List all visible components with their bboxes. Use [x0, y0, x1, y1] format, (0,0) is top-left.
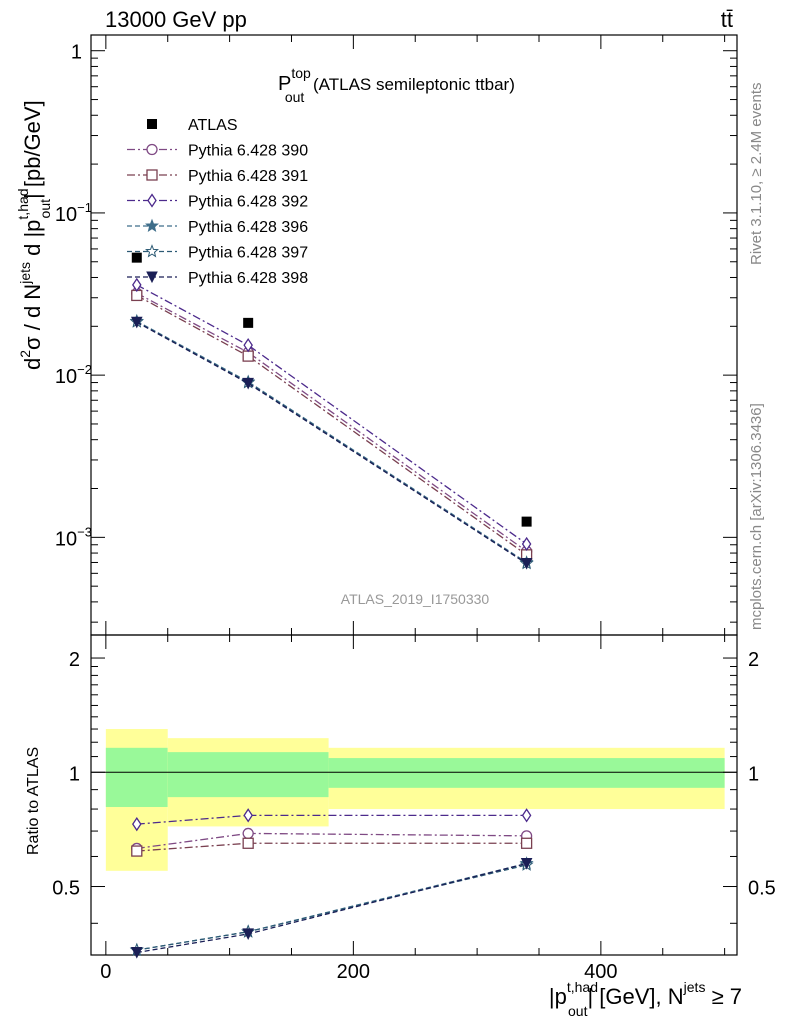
- main-series-lines: [129, 252, 534, 570]
- header-process-label: tt̄: [721, 7, 733, 32]
- band-inner-0: [105, 747, 168, 808]
- legend-label-3: Pythia 6.428 396: [188, 219, 308, 236]
- xtick-label-0: 0: [100, 961, 111, 983]
- ratio-point-5-1: [242, 928, 254, 941]
- main-point-5-2: [520, 557, 533, 570]
- ratio-line-5: [136, 862, 527, 954]
- ratio-line-3: [136, 862, 527, 951]
- ratio-uncertainty-bands: [105, 729, 725, 871]
- atlas-point-0: [131, 252, 142, 263]
- ratio-point-0-1: [242, 827, 254, 840]
- legend-label-atlas: ATLAS: [188, 117, 238, 134]
- main-point-5-1: [242, 377, 254, 390]
- chart-title: Ptop out (ATLAS semileptonic ttbar): [278, 65, 515, 105]
- axes-ticks: 1 10−1 10−2 10−3 0.5 0.5 1 1 2 2 0 200 400: [52, 35, 776, 983]
- ratio-line-2: [136, 814, 527, 825]
- ratio-plot-frame: [90, 634, 738, 956]
- ratio-line-1: [136, 842, 527, 852]
- ratio-ytick-label-left-1: 1: [69, 763, 80, 785]
- ratio-point-5-2: [520, 857, 533, 870]
- ratio-point-5-0: [130, 947, 143, 959]
- main-ytick-label-1: 10−1: [55, 200, 92, 226]
- legend-label-1: Pythia 6.428 391: [188, 168, 308, 185]
- main-point-1-1: [242, 350, 254, 362]
- atlas-point-2: [521, 516, 532, 527]
- ratio-point-1-0: [131, 845, 143, 857]
- ratio-ytick-label-right-1: 1: [748, 763, 759, 785]
- legend-label-5: Pythia 6.428 398: [188, 270, 308, 287]
- main-y-axis-label: d2σ / d Njets d |pt,had out| [pb/GeV]: [15, 100, 53, 370]
- atlas-point-1: [243, 317, 254, 328]
- main-point-2-1: [243, 338, 253, 353]
- xtick-label-2: 400: [584, 961, 617, 983]
- xtick-label-1: 200: [337, 961, 370, 983]
- ratio-point-1-1: [242, 837, 254, 849]
- legend-marker-0: [146, 143, 158, 156]
- legend: ATLAS Pythia 6.428 390 Pythia 6.428 391 Pyt…: [127, 117, 308, 287]
- main-point-2-0: [132, 277, 142, 293]
- main-line-3: [136, 320, 527, 564]
- main-ytick-label-0: 1: [71, 42, 82, 64]
- main-line-2: [136, 284, 527, 545]
- mcplots-side-label: mcplots.cern.ch [arXiv:1306.3436]: [748, 403, 765, 630]
- main-line-4: [136, 321, 527, 565]
- legend-label-4: Pythia 6.428 397: [188, 245, 308, 262]
- ratio-point-2-2: [521, 808, 532, 823]
- legend-label-2: Pythia 6.428 392: [188, 194, 308, 211]
- ratio-y-axis-label: Ratio to ATLAS: [25, 747, 42, 855]
- main-line-0: [136, 292, 527, 552]
- legend-marker-atlas: [147, 119, 157, 129]
- ratio-series-lines: [129, 808, 534, 959]
- legend-marker-4: [145, 244, 159, 258]
- ratio-line-0: [136, 832, 527, 850]
- rivet-side-label: Rivet 3.1.10, ≥ 2.4M events: [748, 83, 765, 266]
- band-inner-2: [328, 758, 725, 788]
- legend-marker-5: [146, 271, 158, 284]
- legend-label-0: Pythia 6.428 390: [188, 143, 308, 160]
- main-point-5-0: [130, 316, 143, 329]
- ratio-ytick-label-right-0: 0.5: [748, 878, 776, 900]
- x-axis-label: |pt,had out| [GeV], Njets ≥ 7: [549, 979, 742, 1019]
- main-line-1: [136, 294, 527, 556]
- ratio-point-1-2: [520, 837, 533, 849]
- legend-marker-3: [145, 218, 159, 233]
- main-ytick-label-3: 10−3: [55, 524, 92, 550]
- header-energy-label: 13000 GeV pp: [105, 7, 247, 32]
- ratio-ytick-label-left-0: 0.5: [52, 878, 80, 900]
- main-line-5: [136, 321, 527, 565]
- ratio-point-2-0: [132, 816, 142, 832]
- ratio-point-2-1: [243, 808, 253, 823]
- band-inner-1: [167, 752, 329, 798]
- main-ytick-label-2: 10−2: [55, 362, 92, 388]
- main-point-2-2: [521, 536, 532, 552]
- legend-marker-2: [147, 193, 157, 208]
- ratio-ytick-label-right-2: 2: [748, 649, 759, 671]
- analysis-watermark: ATLAS_2019_I1750330: [341, 591, 490, 607]
- legend-marker-1: [146, 169, 158, 181]
- ratio-ytick-label-left-2: 2: [69, 649, 80, 671]
